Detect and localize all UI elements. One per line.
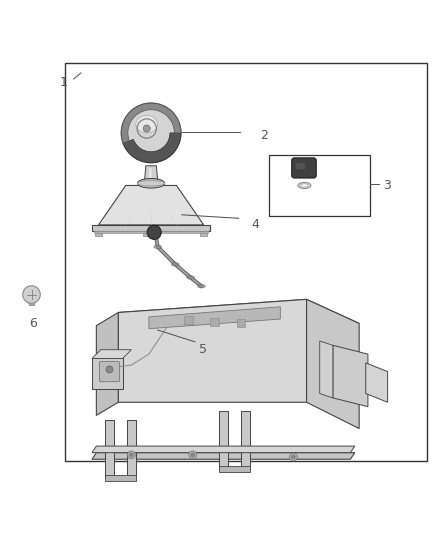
Text: 2: 2 [261,128,268,142]
Polygon shape [219,466,250,472]
Text: 5: 5 [199,343,207,356]
Circle shape [127,451,135,459]
Bar [269,155,370,216]
Polygon shape [333,345,368,407]
Polygon shape [92,225,210,231]
Polygon shape [92,359,123,389]
FancyBboxPatch shape [292,158,316,178]
Polygon shape [366,363,388,402]
Ellipse shape [300,184,308,187]
Circle shape [290,453,297,461]
Ellipse shape [171,263,179,266]
Ellipse shape [136,115,158,133]
Polygon shape [105,474,136,481]
Ellipse shape [187,276,194,279]
Polygon shape [219,411,228,468]
Circle shape [121,103,181,163]
Ellipse shape [298,182,311,189]
Polygon shape [149,307,280,329]
Polygon shape [210,318,219,326]
Wedge shape [121,103,181,143]
Polygon shape [96,312,118,415]
Ellipse shape [138,181,165,186]
Polygon shape [237,319,245,327]
Polygon shape [94,231,208,233]
Polygon shape [118,300,307,402]
Polygon shape [92,446,355,453]
Polygon shape [200,233,207,236]
Ellipse shape [138,179,165,188]
Text: 1: 1 [60,76,68,89]
Polygon shape [144,166,158,185]
Circle shape [147,225,161,239]
Polygon shape [95,233,102,236]
Circle shape [130,453,133,457]
Circle shape [191,453,194,457]
Polygon shape [184,316,193,324]
Polygon shape [92,350,131,359]
Ellipse shape [154,245,162,248]
Polygon shape [143,233,150,236]
Polygon shape [92,453,355,459]
Polygon shape [307,300,359,429]
Polygon shape [105,420,114,477]
FancyBboxPatch shape [99,361,120,382]
Polygon shape [127,420,136,477]
Polygon shape [118,300,359,330]
Circle shape [292,455,295,459]
Polygon shape [148,168,152,183]
Circle shape [189,451,197,459]
Circle shape [106,366,113,373]
FancyBboxPatch shape [296,163,305,169]
Text: 4: 4 [252,219,260,231]
Wedge shape [123,133,181,163]
Polygon shape [320,341,333,398]
Circle shape [23,286,40,303]
Ellipse shape [28,302,35,304]
Polygon shape [29,302,34,304]
Polygon shape [241,411,250,468]
Ellipse shape [198,285,205,288]
Text: 3: 3 [383,179,391,192]
Text: 6: 6 [29,317,37,330]
Circle shape [143,125,150,132]
Polygon shape [99,185,204,225]
Bar [65,63,427,462]
